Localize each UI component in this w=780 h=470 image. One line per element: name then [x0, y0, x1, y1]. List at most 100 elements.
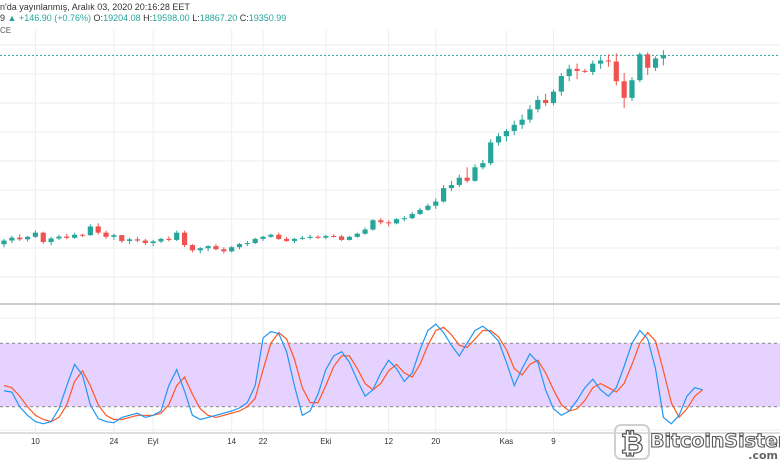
- candle: [386, 220, 392, 227]
- candle-body: [166, 238, 172, 240]
- candle: [276, 232, 282, 240]
- candle: [362, 227, 368, 235]
- candle-body: [393, 219, 400, 224]
- candle: [9, 235, 15, 244]
- svg-text:₿: ₿: [621, 427, 644, 460]
- low-value: 18867.20: [199, 13, 238, 23]
- candle: [221, 247, 227, 254]
- candle: [56, 234, 62, 240]
- candle: [103, 230, 109, 239]
- candle: [637, 52, 643, 83]
- candle: [417, 207, 423, 216]
- candle: [111, 233, 117, 240]
- candle-body: [9, 237, 15, 241]
- candle: [629, 77, 635, 101]
- candle-body: [48, 238, 54, 242]
- candle: [660, 50, 666, 66]
- candle-body: [543, 99, 549, 104]
- candle: [346, 235, 352, 241]
- x-tick-label: 24: [109, 437, 118, 446]
- candle-body: [409, 214, 415, 219]
- candle: [158, 237, 164, 244]
- candle: [299, 235, 305, 240]
- candle: [441, 184, 447, 203]
- candle: [268, 233, 274, 238]
- open-value: 19204.08: [103, 13, 141, 23]
- candle-body: [1, 240, 7, 245]
- candle-body: [386, 222, 392, 224]
- candle-body: [150, 241, 156, 244]
- candle-body: [629, 80, 635, 98]
- candle: [543, 93, 549, 107]
- candle: [142, 238, 148, 246]
- candle-body: [323, 235, 329, 238]
- x-tick-label: 9: [551, 437, 556, 446]
- candle-body: [598, 60, 604, 64]
- candle: [244, 240, 250, 247]
- candle: [378, 218, 384, 225]
- candle: [252, 237, 258, 245]
- close-value: 19350.99: [248, 13, 287, 23]
- candle-body: [495, 136, 502, 143]
- candle-body: [127, 239, 133, 241]
- candle-body: [111, 235, 117, 237]
- candle: [166, 236, 172, 242]
- candle: [48, 236, 54, 246]
- candle-body: [535, 99, 541, 110]
- candle: [213, 244, 219, 251]
- candle: [260, 235, 266, 241]
- candle: [558, 72, 564, 96]
- candle: [40, 231, 46, 245]
- candle-body: [291, 238, 298, 241]
- x-tick-label: 14: [227, 437, 236, 446]
- x-tick-label: Eyl: [148, 437, 159, 446]
- time-axis[interactable]: 10 24 Eyl 14 22 Eki 12 20 Kas 9: [31, 437, 556, 446]
- candle: [284, 236, 290, 242]
- candle-body: [645, 54, 651, 68]
- candle: [448, 180, 455, 192]
- candle: [409, 211, 415, 220]
- price-info: 9 ▲ +146.90 (+0.76%) O:19204.08 H:19598.…: [0, 13, 286, 23]
- candle-body: [72, 234, 78, 238]
- candle: [150, 239, 156, 247]
- candle: [511, 120, 517, 136]
- candle-body: [354, 233, 360, 237]
- candle: [323, 234, 329, 240]
- candle: [519, 114, 525, 129]
- candle-body: [299, 237, 305, 239]
- candle-body: [590, 63, 596, 72]
- x-tick-label: Kas: [500, 437, 514, 446]
- brand-watermark: ₿ BitcoinSistemi .com: [614, 424, 780, 462]
- candle: [229, 246, 235, 253]
- candle: [598, 56, 604, 69]
- candle-body: [582, 70, 588, 72]
- candle-body: [441, 188, 447, 202]
- candle-body: [244, 243, 250, 245]
- candle-body: [527, 109, 533, 120]
- candle-body: [346, 236, 352, 240]
- x-tick-label: 10: [31, 437, 40, 446]
- candle: [315, 235, 321, 239]
- candle-body: [236, 244, 243, 248]
- candle: [645, 52, 651, 76]
- candle-body: [472, 167, 478, 181]
- candle-body: [252, 238, 258, 244]
- candle-body: [32, 232, 38, 237]
- candle: [590, 60, 596, 76]
- stoch-d-line: [3, 326, 703, 423]
- candle: [134, 236, 141, 242]
- candle-body: [276, 234, 282, 239]
- candle-body: [119, 235, 125, 241]
- candle: [613, 53, 619, 86]
- candle-body: [519, 119, 525, 125]
- x-tick-label: 20: [431, 437, 440, 446]
- candle-body: [260, 236, 266, 239]
- x-tick-label: 12: [384, 437, 393, 446]
- candle: [550, 89, 557, 106]
- candle-body: [503, 131, 509, 137]
- candle: [95, 223, 101, 235]
- low-key: L:: [192, 13, 200, 23]
- candle: [401, 216, 407, 222]
- bitcoin-logo-icon: ₿: [614, 424, 650, 461]
